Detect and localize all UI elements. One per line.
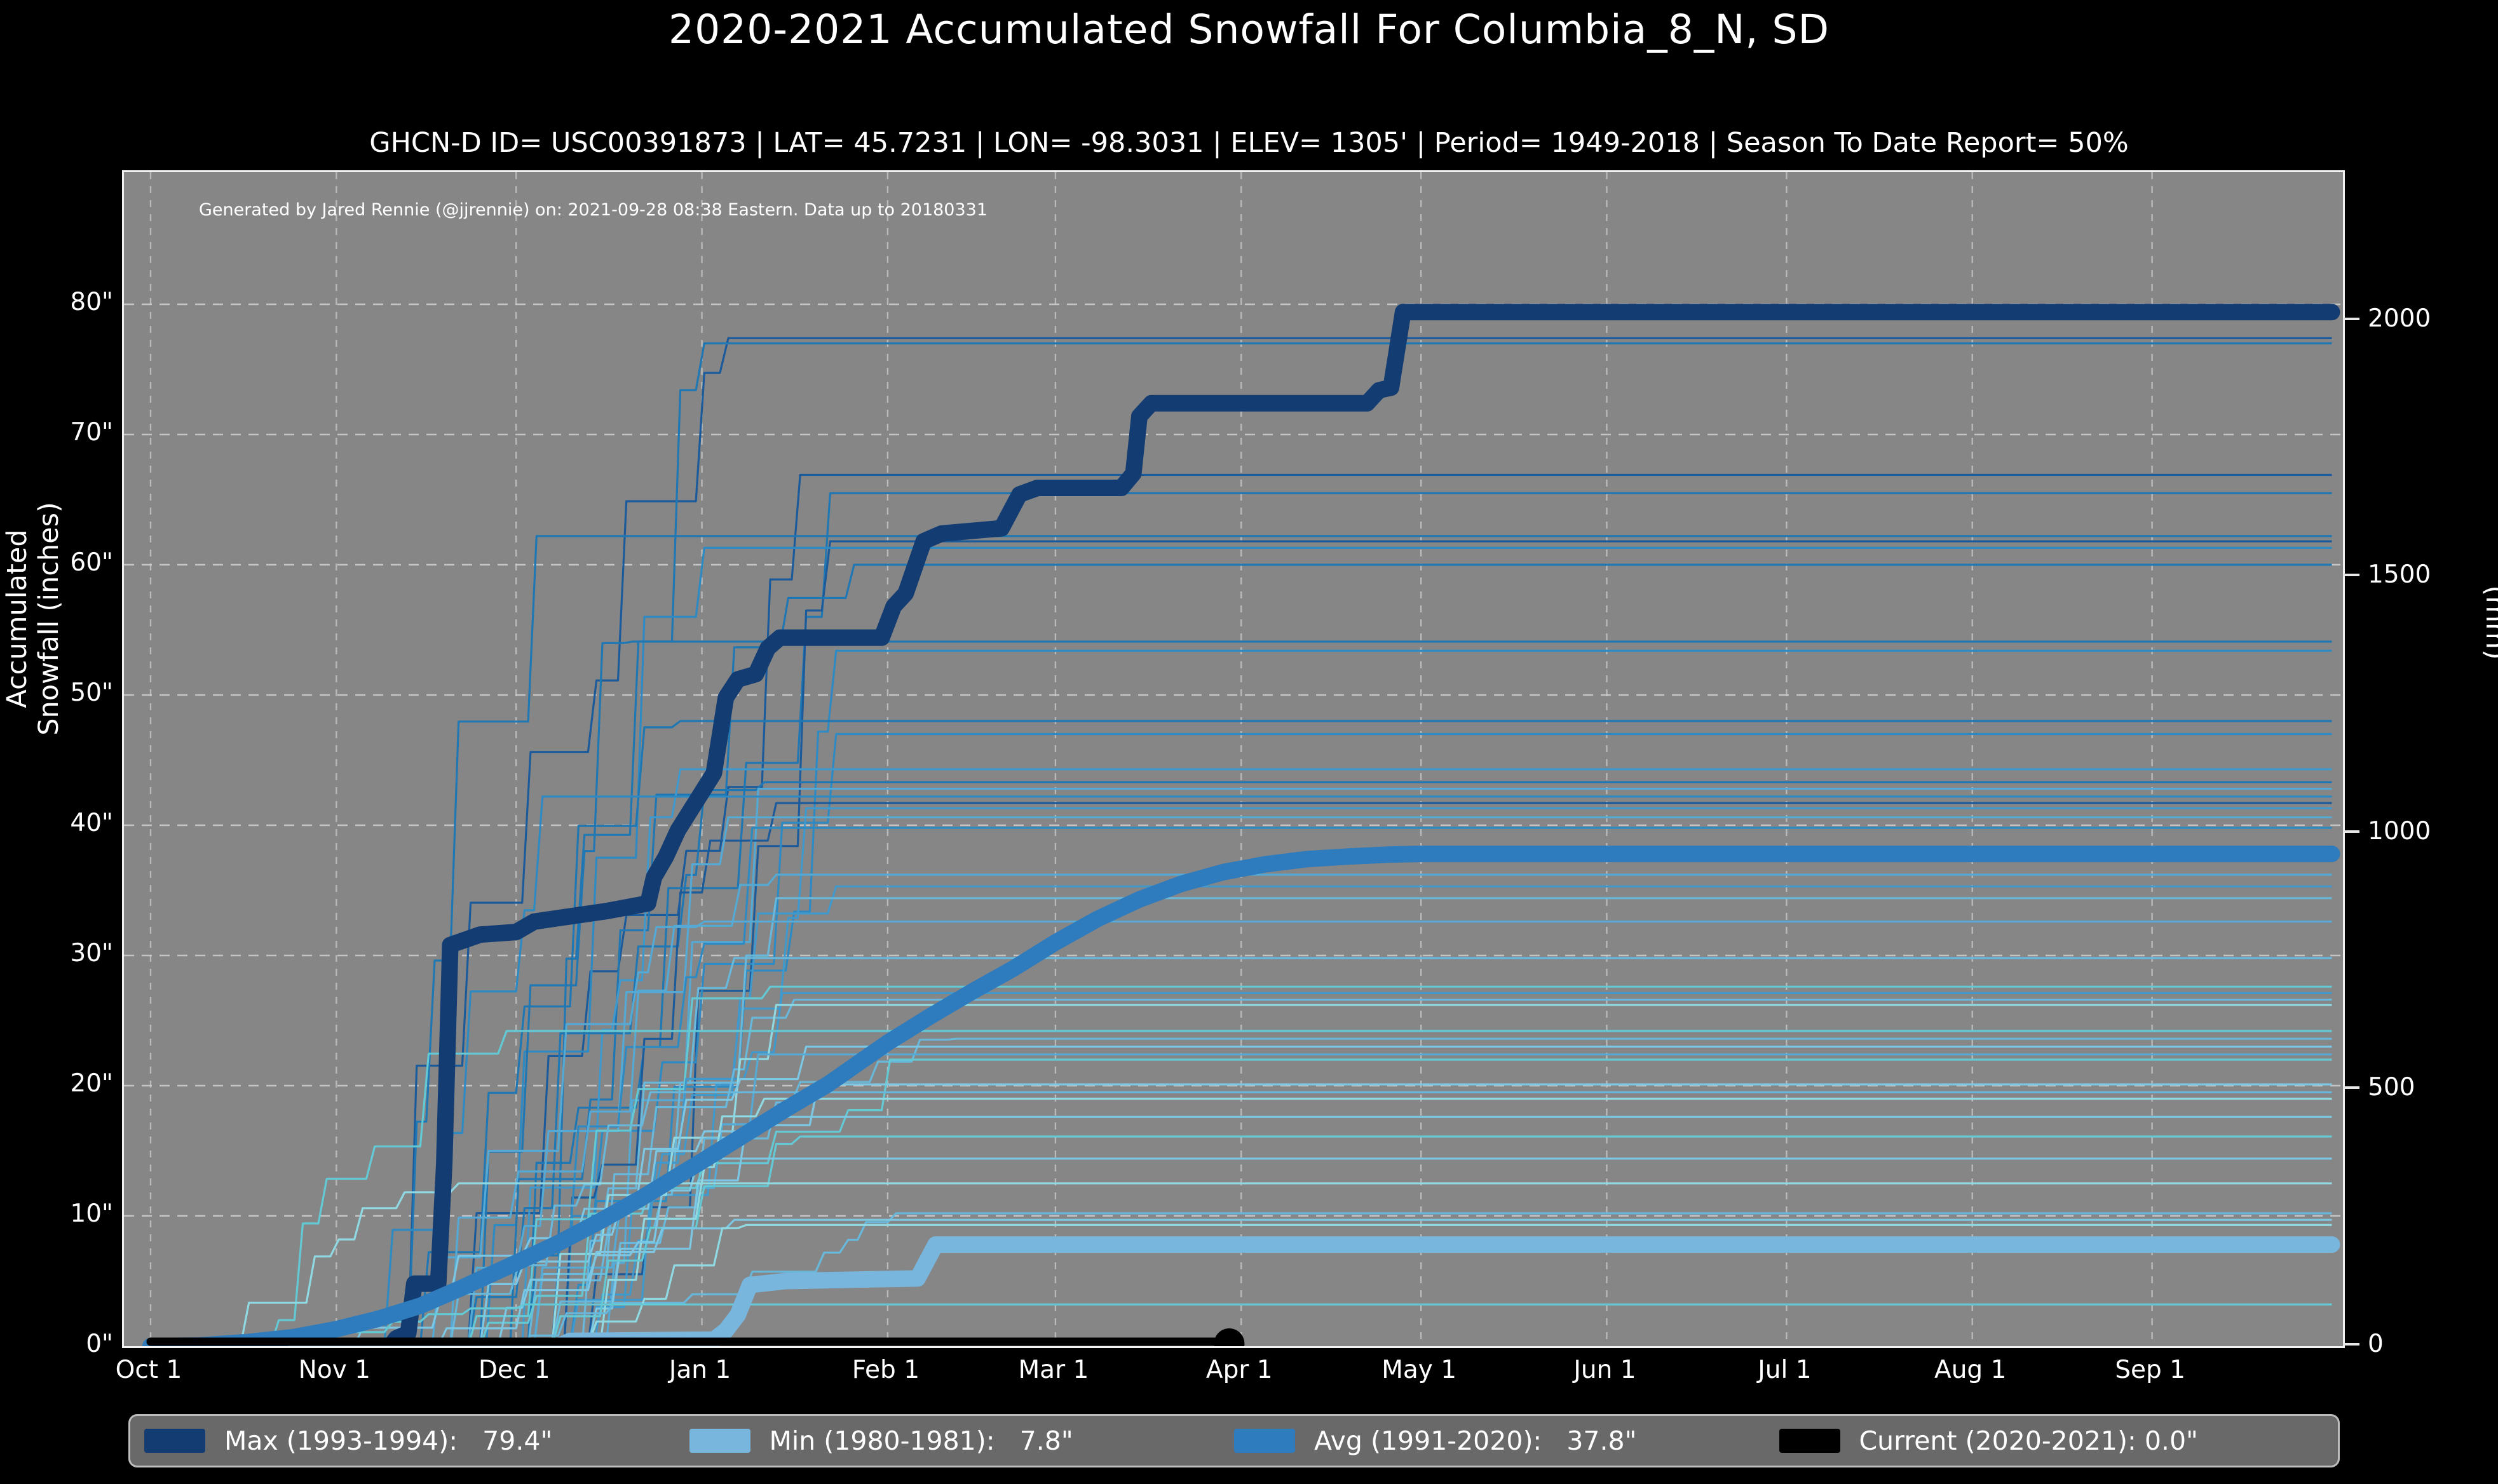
legend-item-max: Max (1993-1994): 79.4" xyxy=(144,1426,689,1456)
series-max-line xyxy=(142,304,2340,1346)
x-tick-jul-1: Jul 1 xyxy=(1758,1356,1812,1384)
season-line-4 xyxy=(151,535,2332,1346)
season-line-10 xyxy=(151,720,2332,1346)
season-line-28 xyxy=(151,1004,2332,1346)
page-title: 2020-2021 Accumulated Snowfall For Colum… xyxy=(669,6,1829,53)
x-tick-may-1: May 1 xyxy=(1381,1356,1457,1384)
y-tick-inches-10: 10" xyxy=(70,1199,113,1228)
legend-label-min: Min (1980-1981): 7.8" xyxy=(769,1426,1073,1456)
season-line-8 xyxy=(151,640,2332,1346)
season-line-15 xyxy=(151,795,2332,1346)
season-line-25 xyxy=(151,985,2332,1346)
chart-subtitle-station-info: GHCN-D ID= USC00391873 | LAT= 45.7231 | … xyxy=(369,127,2129,159)
chart-legend: Max (1993-1994): 79.4" Min (1980-1981): 7… xyxy=(128,1414,2340,1467)
x-tick-apr-1: Apr 1 xyxy=(1205,1356,1273,1384)
x-tick-aug-1: Aug 1 xyxy=(1934,1356,2007,1384)
y-tick-mm-500: 500 xyxy=(2368,1073,2415,1102)
y-tick-mm-1000: 1000 xyxy=(2368,816,2431,846)
season-line-43 xyxy=(151,1224,2332,1346)
legend-item-avg: Avg (1991-2020): 37.8" xyxy=(1234,1426,1779,1456)
season-line-20 xyxy=(151,874,2332,1346)
y-tick-mm-1500: 1500 xyxy=(2368,560,2431,590)
legend-swatch-avg xyxy=(1234,1429,1295,1453)
x-tick-nov-1: Nov 1 xyxy=(298,1356,370,1384)
season-line-26 xyxy=(151,992,2332,1346)
attribution-text: Generated by Jared Rennie (@jjrennie) on… xyxy=(199,200,988,220)
season-line-13 xyxy=(151,781,2332,1346)
y-tick-mm-2000: 2000 xyxy=(2368,304,2431,333)
y-tick-inches-20: 20" xyxy=(70,1069,113,1098)
legend-item-min: Min (1980-1981): 7.8" xyxy=(689,1426,1235,1456)
series-current-end-dot xyxy=(1214,1328,1245,1346)
plot-area: Generated by Jared Rennie (@jjrennie) on… xyxy=(122,170,2345,1348)
season-line-7 xyxy=(151,563,2332,1346)
season-line-12 xyxy=(151,768,2332,1346)
y-tickmark-mm-0 xyxy=(2343,1343,2359,1346)
y-tick-inches-0: 0" xyxy=(86,1330,113,1358)
y-tick-inches-60: 60" xyxy=(70,548,113,577)
x-tick-oct-1: Oct 1 xyxy=(115,1356,182,1384)
snowfall-chart-canvas xyxy=(124,172,2343,1346)
y-tick-inches-30: 30" xyxy=(70,939,113,968)
legend-swatch-current xyxy=(1779,1429,1840,1453)
x-tick-jun-1: Jun 1 xyxy=(1573,1356,1636,1384)
legend-label-current: Current (2020-2021): 0.0" xyxy=(1859,1426,2198,1456)
y-tick-inches-80: 80" xyxy=(70,288,113,316)
y-axis-label-mm: Accumulated Snowfall (mm) xyxy=(2480,585,2498,660)
season-line-29 xyxy=(151,1030,2332,1346)
y-tickmark-mm-1500 xyxy=(2343,574,2359,577)
season-line-34 xyxy=(151,1083,2332,1346)
legend-label-avg: Avg (1991-2020): 37.8" xyxy=(1314,1426,1637,1456)
season-line-18 xyxy=(151,816,2332,1346)
season-line-24 xyxy=(151,957,2332,1346)
x-tick-feb-1: Feb 1 xyxy=(852,1356,920,1384)
y-tickmark-mm-2000 xyxy=(2343,317,2359,320)
legend-swatch-max xyxy=(144,1429,205,1453)
season-line-6 xyxy=(151,546,2332,1346)
y-tickmark-mm-1000 xyxy=(2343,830,2359,833)
x-tick-jan-1: Jan 1 xyxy=(669,1356,731,1384)
y-tick-inches-50: 50" xyxy=(70,678,113,707)
legend-item-current: Current (2020-2021): 0.0" xyxy=(1779,1426,2325,1456)
series-avg-line xyxy=(142,846,2340,1346)
y-tickmark-mm-500 xyxy=(2343,1086,2359,1089)
x-tick-dec-1: Dec 1 xyxy=(478,1356,550,1384)
x-tick-mar-1: Mar 1 xyxy=(1018,1356,1089,1384)
y-tick-mm-0: 0 xyxy=(2368,1330,2384,1358)
legend-swatch-min xyxy=(689,1429,750,1453)
legend-label-max: Max (1993-1994): 79.4" xyxy=(224,1426,553,1456)
y-axis-label-inches: Accumulated Snowfall (inches) xyxy=(1,502,65,736)
season-line-17 xyxy=(151,807,2332,1346)
season-line-36 xyxy=(151,1097,2332,1346)
y-tick-inches-70: 70" xyxy=(70,418,113,447)
y-tick-inches-40: 40" xyxy=(70,809,113,837)
season-line-0 xyxy=(151,337,2332,1346)
x-tick-sep-1: Sep 1 xyxy=(2115,1356,2185,1384)
season-line-33 xyxy=(151,1058,2332,1346)
season-line-14 xyxy=(151,788,2332,1346)
